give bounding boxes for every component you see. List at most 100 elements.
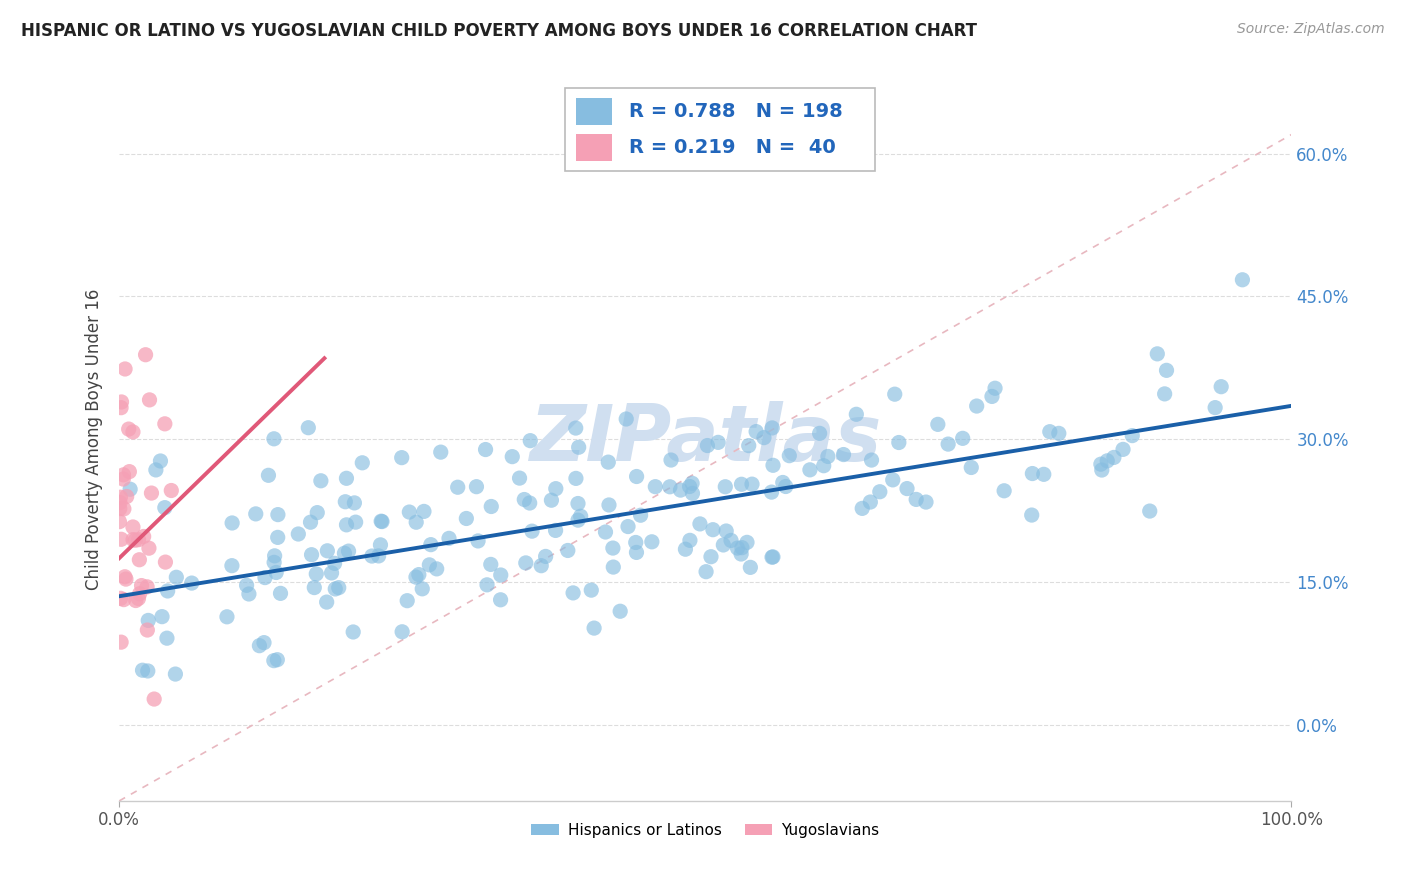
Hispanics or Latinos xyxy=(270,586,292,600)
Hispanics or Latinos xyxy=(682,486,704,500)
Yugoslavians xyxy=(138,392,160,407)
Hispanics or Latinos xyxy=(669,483,692,497)
Hispanics or Latinos xyxy=(813,458,835,473)
Yugoslavians xyxy=(118,465,141,479)
Hispanics or Latinos xyxy=(1232,273,1254,287)
Hispanics or Latinos xyxy=(221,516,243,530)
FancyBboxPatch shape xyxy=(565,88,876,171)
Hispanics or Latinos xyxy=(567,513,589,527)
Hispanics or Latinos xyxy=(253,635,276,649)
Yugoslavians xyxy=(108,501,131,516)
Hispanics or Latinos xyxy=(598,498,620,512)
Hispanics or Latinos xyxy=(361,549,384,563)
Hispanics or Latinos xyxy=(426,562,449,576)
Text: HISPANIC OR LATINO VS YUGOSLAVIAN CHILD POVERTY AMONG BOYS UNDER 16 CORRELATION : HISPANIC OR LATINO VS YUGOSLAVIAN CHILD … xyxy=(21,22,977,40)
Hispanics or Latinos xyxy=(180,576,202,591)
Yugoslavians xyxy=(114,570,136,584)
Hispanics or Latinos xyxy=(626,469,648,483)
Hispanics or Latinos xyxy=(695,565,717,579)
Hispanics or Latinos xyxy=(405,515,427,529)
Hispanics or Latinos xyxy=(761,550,783,565)
Hispanics or Latinos xyxy=(391,624,413,639)
Hispanics or Latinos xyxy=(775,479,797,493)
Hispanics or Latinos xyxy=(630,508,652,523)
Hispanics or Latinos xyxy=(534,549,557,564)
Hispanics or Latinos xyxy=(887,435,910,450)
Hispanics or Latinos xyxy=(569,509,592,524)
Yugoslavians xyxy=(131,578,153,592)
Hispanics or Latinos xyxy=(644,480,666,494)
Hispanics or Latinos xyxy=(727,541,749,555)
Hispanics or Latinos xyxy=(681,476,703,491)
Yugoslavians xyxy=(124,533,146,548)
FancyBboxPatch shape xyxy=(576,134,612,161)
Hispanics or Latinos xyxy=(752,431,775,445)
Hispanics or Latinos xyxy=(405,570,427,584)
Hispanics or Latinos xyxy=(165,667,187,681)
Hispanics or Latinos xyxy=(266,653,288,667)
Hispanics or Latinos xyxy=(301,548,323,562)
Hispanics or Latinos xyxy=(1146,347,1168,361)
Hispanics or Latinos xyxy=(761,421,783,435)
Hispanics or Latinos xyxy=(658,480,681,494)
Hispanics or Latinos xyxy=(817,450,839,464)
Hispanics or Latinos xyxy=(344,515,367,529)
Yugoslavians xyxy=(115,490,138,504)
Hispanics or Latinos xyxy=(583,621,606,635)
Hispanics or Latinos xyxy=(915,495,938,509)
Hispanics or Latinos xyxy=(316,543,339,558)
Hispanics or Latinos xyxy=(456,511,478,525)
Hispanics or Latinos xyxy=(333,546,356,560)
Hispanics or Latinos xyxy=(315,595,337,609)
Legend: Hispanics or Latinos, Yugoslavians: Hispanics or Latinos, Yugoslavians xyxy=(524,817,886,844)
Hispanics or Latinos xyxy=(136,614,159,628)
Yugoslavians xyxy=(143,692,166,706)
Hispanics or Latinos xyxy=(299,515,322,529)
Hispanics or Latinos xyxy=(337,544,360,558)
Hispanics or Latinos xyxy=(447,480,470,494)
Hispanics or Latinos xyxy=(323,582,346,596)
Hispanics or Latinos xyxy=(1021,508,1043,522)
FancyBboxPatch shape xyxy=(576,98,612,125)
Yugoslavians xyxy=(110,533,132,547)
Text: Source: ZipAtlas.com: Source: ZipAtlas.com xyxy=(1237,22,1385,37)
Text: R = 0.219   N =  40: R = 0.219 N = 40 xyxy=(628,138,837,157)
Hispanics or Latinos xyxy=(398,505,420,519)
Hispanics or Latinos xyxy=(437,532,460,546)
Hispanics or Latinos xyxy=(419,538,441,552)
Hispanics or Latinos xyxy=(741,477,763,491)
Hispanics or Latinos xyxy=(960,460,983,475)
Hispanics or Latinos xyxy=(1139,504,1161,518)
Yugoslavians xyxy=(153,417,176,431)
Hispanics or Latinos xyxy=(263,654,285,668)
Hispanics or Latinos xyxy=(307,506,329,520)
Yugoslavians xyxy=(125,593,148,607)
Hispanics or Latinos xyxy=(808,426,831,441)
Hispanics or Latinos xyxy=(832,448,855,462)
Hispanics or Latinos xyxy=(714,480,737,494)
Hispanics or Latinos xyxy=(624,535,647,549)
Hispanics or Latinos xyxy=(263,555,285,569)
Hispanics or Latinos xyxy=(702,523,724,537)
Hispanics or Latinos xyxy=(720,533,742,548)
Text: R = 0.788   N = 198: R = 0.788 N = 198 xyxy=(628,102,844,121)
Hispanics or Latinos xyxy=(489,592,512,607)
Yugoslavians xyxy=(160,483,183,498)
Yugoslavians xyxy=(136,623,159,637)
Hispanics or Latinos xyxy=(305,566,328,581)
Hispanics or Latinos xyxy=(883,387,905,401)
Hispanics or Latinos xyxy=(165,570,187,584)
Hispanics or Latinos xyxy=(530,558,553,573)
Hispanics or Latinos xyxy=(845,407,868,421)
Hispanics or Latinos xyxy=(700,549,723,564)
Hispanics or Latinos xyxy=(896,482,918,496)
Hispanics or Latinos xyxy=(245,507,267,521)
Hispanics or Latinos xyxy=(1211,380,1233,394)
Hispanics or Latinos xyxy=(247,639,270,653)
Hispanics or Latinos xyxy=(513,492,536,507)
Hispanics or Latinos xyxy=(287,527,309,541)
Yugoslavians xyxy=(138,541,160,556)
Hispanics or Latinos xyxy=(735,535,758,549)
Hispanics or Latinos xyxy=(263,432,285,446)
Hispanics or Latinos xyxy=(136,664,159,678)
